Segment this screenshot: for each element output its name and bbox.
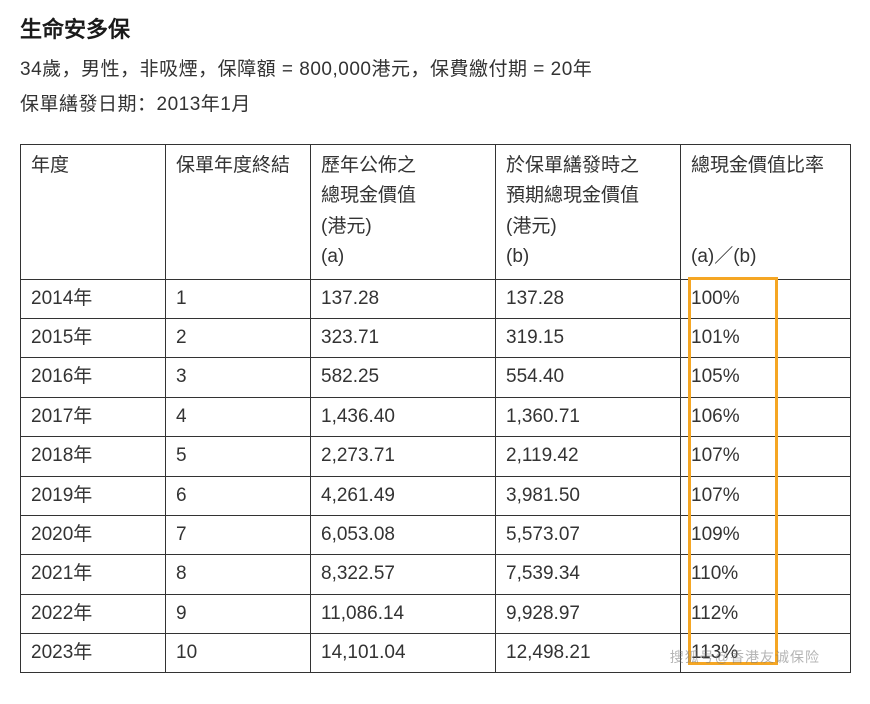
table-cell: 9 xyxy=(166,594,311,633)
header-text: 預期總現金價值 xyxy=(506,185,639,206)
table-cell: 2,273.71 xyxy=(311,437,496,476)
header-text: 總現金價值 xyxy=(321,185,416,206)
table-cell: 105% xyxy=(681,358,851,397)
table-cell: 9,928.97 xyxy=(496,594,681,633)
table-body: 2014年1137.28137.28100%2015年2323.71319.15… xyxy=(21,279,851,673)
table-row: 2019年64,261.493,981.50107% xyxy=(21,476,851,515)
table-cell: 100% xyxy=(681,279,851,318)
table-cell: 3,981.50 xyxy=(496,476,681,515)
table-cell: 1,436.40 xyxy=(311,397,496,436)
table-cell: 113% xyxy=(681,634,851,673)
table-cell: 6,053.08 xyxy=(311,515,496,554)
table-cell: 12,498.21 xyxy=(496,634,681,673)
header-text: (港元) xyxy=(506,216,557,237)
table-cell: 107% xyxy=(681,476,851,515)
table-cell: 8,322.57 xyxy=(311,555,496,594)
header-text: 總現金價值比率 xyxy=(691,155,824,176)
table-cell: 2020年 xyxy=(21,515,166,554)
table-cell: 137.28 xyxy=(496,279,681,318)
table-cell: 14,101.04 xyxy=(311,634,496,673)
table-cell: 3 xyxy=(166,358,311,397)
cash-value-table: 年度 保單年度終結 歷年公佈之 總現金價值 (港元) (a) 於保單繕發時之 預… xyxy=(20,144,851,673)
table-cell: 2,119.42 xyxy=(496,437,681,476)
header-text: (a) xyxy=(321,246,344,267)
header-text: 於保單繕發時之 xyxy=(506,155,639,176)
header-year: 年度 xyxy=(21,145,166,280)
table-cell: 1,360.71 xyxy=(496,397,681,436)
table-row: 2020年76,053.085,573.07109% xyxy=(21,515,851,554)
table-row: 2018年52,273.712,119.42107% xyxy=(21,437,851,476)
header-ratio: 總現金價值比率 (a)／(b) xyxy=(681,145,851,280)
table-cell: 2018年 xyxy=(21,437,166,476)
policy-info-2: 保單繕發日期：2013年1月 xyxy=(20,89,850,116)
table-cell: 554.40 xyxy=(496,358,681,397)
table-row: 2021年88,322.577,539.34110% xyxy=(21,555,851,594)
header-text: 歷年公佈之 xyxy=(321,155,416,176)
table-row: 2015年2323.71319.15101% xyxy=(21,318,851,357)
table-cell: 2022年 xyxy=(21,594,166,633)
table-cell: 7,539.34 xyxy=(496,555,681,594)
table-cell: 582.25 xyxy=(311,358,496,397)
table-cell: 2021年 xyxy=(21,555,166,594)
table-container: 年度 保單年度終結 歷年公佈之 總現金價值 (港元) (a) 於保單繕發時之 預… xyxy=(20,144,850,673)
table-row: 2014年1137.28137.28100% xyxy=(21,279,851,318)
table-cell: 101% xyxy=(681,318,851,357)
table-cell: 112% xyxy=(681,594,851,633)
table-row: 2016年3582.25554.40105% xyxy=(21,358,851,397)
table-cell: 11,086.14 xyxy=(311,594,496,633)
table-header-row: 年度 保單年度終結 歷年公佈之 總現金價值 (港元) (a) 於保單繕發時之 預… xyxy=(21,145,851,280)
table-cell: 5 xyxy=(166,437,311,476)
table-cell: 2019年 xyxy=(21,476,166,515)
table-cell: 107% xyxy=(681,437,851,476)
header-policy-year-end: 保單年度終結 xyxy=(166,145,311,280)
table-cell: 137.28 xyxy=(311,279,496,318)
table-row: 2017年41,436.401,360.71106% xyxy=(21,397,851,436)
table-cell: 6 xyxy=(166,476,311,515)
table-cell: 7 xyxy=(166,515,311,554)
table-cell: 5,573.07 xyxy=(496,515,681,554)
policy-info-1: 34歲，男性，非吸煙，保障額 = 800,000港元，保費繳付期 = 20年 xyxy=(20,54,850,81)
product-title: 生命安多保 xyxy=(20,12,850,44)
table-row: 2023年1014,101.0412,498.21113% xyxy=(21,634,851,673)
table-cell: 2015年 xyxy=(21,318,166,357)
table-cell: 110% xyxy=(681,555,851,594)
table-cell: 323.71 xyxy=(311,318,496,357)
table-cell: 2 xyxy=(166,318,311,357)
table-cell: 2014年 xyxy=(21,279,166,318)
header-text: (b) xyxy=(506,246,529,267)
header-text: (港元) xyxy=(321,216,372,237)
table-cell: 4 xyxy=(166,397,311,436)
table-row: 2022年911,086.149,928.97112% xyxy=(21,594,851,633)
header-text: (a)／(b) xyxy=(691,246,756,267)
table-cell: 106% xyxy=(681,397,851,436)
table-cell: 319.15 xyxy=(496,318,681,357)
header-announced-cash: 歷年公佈之 總現金價值 (港元) (a) xyxy=(311,145,496,280)
table-cell: 2017年 xyxy=(21,397,166,436)
header-expected-cash: 於保單繕發時之 預期總現金價值 (港元) (b) xyxy=(496,145,681,280)
table-cell: 4,261.49 xyxy=(311,476,496,515)
table-cell: 109% xyxy=(681,515,851,554)
table-cell: 8 xyxy=(166,555,311,594)
table-cell: 1 xyxy=(166,279,311,318)
table-cell: 2016年 xyxy=(21,358,166,397)
table-cell: 10 xyxy=(166,634,311,673)
table-cell: 2023年 xyxy=(21,634,166,673)
